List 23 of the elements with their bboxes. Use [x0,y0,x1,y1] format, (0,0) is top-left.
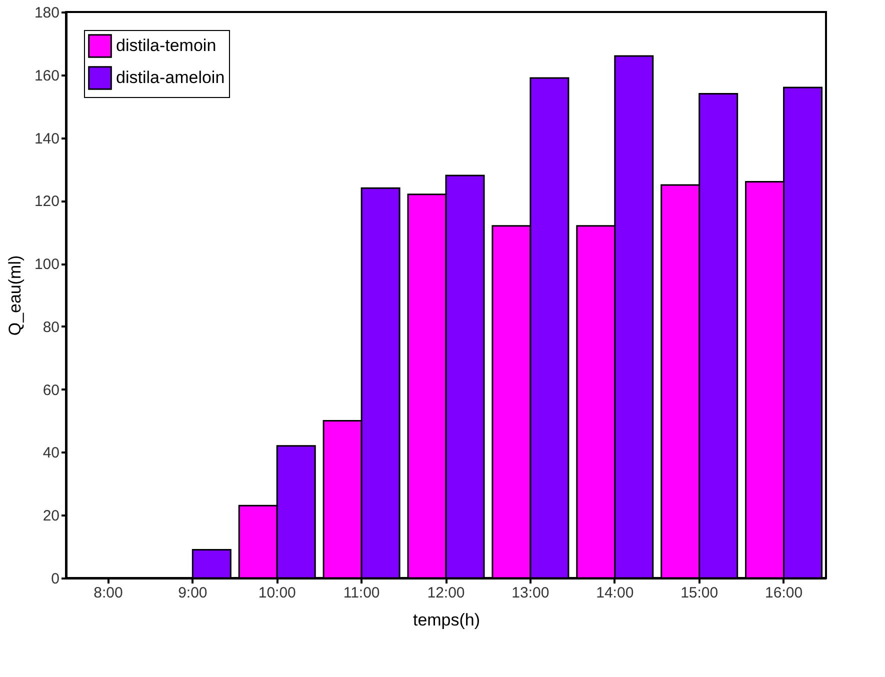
x-tick-label: 10:00 [258,584,296,602]
y-tick-label: 120 [34,193,60,210]
x-tick-label: 8:00 [94,584,123,602]
x-tick-label: 12:00 [427,584,465,602]
y-tick-label: 80 [42,318,60,336]
x-tick-label: 14:00 [596,584,634,602]
x-tick-label: 13:00 [512,584,550,602]
legend-label: distila-temoin [116,36,216,55]
y-tick-label: 140 [34,130,60,148]
y-tick-label: 160 [34,67,60,84]
x-tick-label: 11:00 [343,584,380,602]
y-tick-label: 180 [34,4,60,22]
x-tick-label: 15:00 [680,584,718,602]
legend-label: distila-ameloin [116,68,225,87]
y-tick-label: 100 [34,256,60,274]
y-tick-label: 60 [42,382,60,399]
y-tick-label: 0 [51,570,60,588]
y-axis-title: Q_eau(ml) [5,255,24,336]
x-tick-label: 16:00 [765,584,803,602]
y-tick-label: 20 [42,508,60,525]
x-tick-label: 9:00 [178,584,208,602]
y-tick-label: 40 [42,444,60,462]
x-axis-title: temps(h) [412,610,480,630]
